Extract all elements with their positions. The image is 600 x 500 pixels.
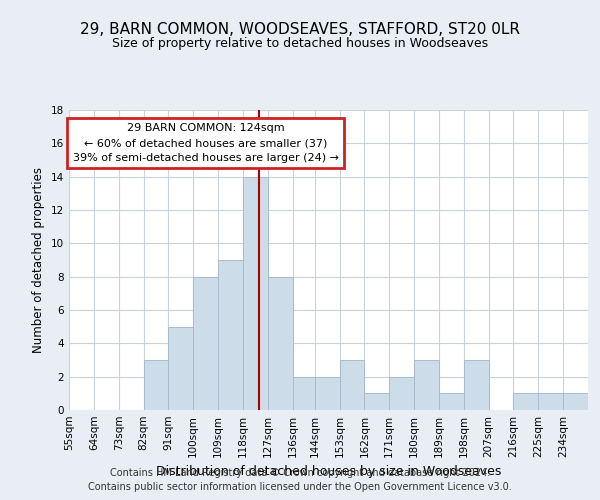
Bar (389, 376, 414, 410)
Bar (563, 394, 588, 410)
Text: 29, BARN COMMON, WOODSEAVES, STAFFORD, ST20 0LR: 29, BARN COMMON, WOODSEAVES, STAFFORD, S… (80, 22, 520, 38)
Bar (439, 394, 464, 410)
X-axis label: Distribution of detached houses by size in Woodseaves: Distribution of detached houses by size … (156, 466, 501, 478)
Text: 29 BARN COMMON: 124sqm
← 60% of detached houses are smaller (37)
39% of semi-det: 29 BARN COMMON: 124sqm ← 60% of detached… (73, 124, 338, 163)
Bar (293, 376, 314, 410)
Bar (169, 326, 193, 410)
Bar (414, 360, 439, 410)
Bar (538, 394, 563, 410)
Text: Size of property relative to detached houses in Woodseaves: Size of property relative to detached ho… (112, 38, 488, 51)
Bar (218, 260, 243, 410)
Bar (340, 360, 364, 410)
Bar (143, 360, 169, 410)
Bar (514, 394, 538, 410)
Text: Contains public sector information licensed under the Open Government Licence v3: Contains public sector information licen… (88, 482, 512, 492)
Bar (243, 176, 268, 410)
Bar (193, 276, 218, 410)
Bar (314, 376, 340, 410)
Bar (464, 360, 488, 410)
Y-axis label: Number of detached properties: Number of detached properties (32, 167, 46, 353)
Bar (364, 394, 389, 410)
Bar (268, 276, 293, 410)
Text: Contains HM Land Registry data © Crown copyright and database right 2024.: Contains HM Land Registry data © Crown c… (110, 468, 490, 477)
